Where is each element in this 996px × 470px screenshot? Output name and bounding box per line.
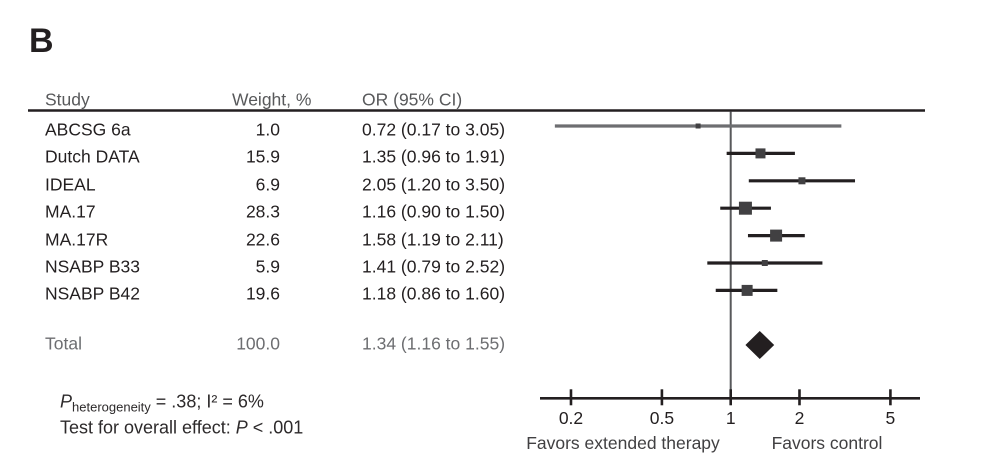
panel-label: B (29, 22, 54, 60)
or-ci-cell: 0.72 (0.17 to 3.05) (362, 119, 506, 140)
study-name-cell: NSABP B42 (45, 283, 141, 304)
favors-left-label: Favors extended therapy (526, 433, 720, 453)
or-marker (755, 148, 766, 159)
x-tick-label: 0.2 (559, 408, 583, 428)
heterogeneity-stats: Pheterogeneity = .38; I² = 6% (60, 392, 264, 415)
overall-p-value: < .001 (247, 417, 304, 438)
overall-effect-prefix: Test for overall effect: (60, 417, 236, 438)
study-name-cell: MA.17R (45, 228, 109, 249)
p-symbol: P (60, 391, 73, 412)
or-ci-cell: 1.41 (0.79 to 2.52) (362, 256, 506, 277)
study-name-cell: IDEAL (45, 174, 96, 195)
column-header-study: Study (45, 89, 90, 110)
or-marker (798, 177, 806, 185)
study-name-cell: Dutch DATA (45, 146, 140, 167)
x-tick-label: 2 (795, 408, 805, 428)
weight-cell: 6.9 (255, 174, 280, 195)
or-ci-cell: 2.05 (1.20 to 3.50) (362, 174, 506, 195)
column-header-or: OR (95% CI) (362, 89, 463, 110)
x-tick-label: 0.5 (650, 408, 674, 428)
weight-cell: 22.6 (245, 228, 280, 249)
weight-cell: 15.9 (245, 146, 280, 167)
column-header-weight: Weight, % (232, 89, 312, 110)
study-name-cell: Total (45, 333, 82, 354)
x-tick-label: 5 (886, 408, 896, 428)
or-marker (741, 284, 753, 296)
or-ci-cell: 1.16 (0.90 to 1.50) (362, 201, 506, 222)
or-marker (761, 260, 768, 266)
study-name-cell: ABCSG 6a (45, 119, 131, 140)
favors-right-label: Favors control (772, 433, 883, 453)
or-marker (695, 123, 701, 129)
p-subscript: heterogeneity (72, 399, 151, 415)
weight-cell: 19.6 (245, 283, 280, 304)
study-name-cell: MA.17 (45, 201, 96, 222)
or-ci-cell: 1.18 (0.86 to 1.60) (362, 283, 506, 304)
weight-cell: 1.0 (255, 119, 280, 140)
heterogeneity-value: = .38; I² = 6% (150, 391, 264, 412)
x-tick-label: 1 (726, 408, 736, 428)
study-name-cell: NSABP B33 (45, 256, 141, 277)
or-ci-cell: 1.34 (1.16 to 1.55) (362, 333, 506, 354)
weight-cell: 5.9 (255, 256, 280, 277)
weight-cell: 100.0 (236, 333, 280, 354)
weight-cell: 28.3 (245, 201, 280, 222)
or-marker (770, 229, 783, 242)
summary-diamond (745, 331, 775, 359)
or-marker (738, 201, 752, 215)
overall-p-symbol: P (235, 417, 248, 438)
or-ci-cell: 1.58 (1.19 to 2.11) (362, 228, 504, 249)
or-ci-cell: 1.35 (0.96 to 1.91) (362, 146, 506, 167)
overall-effect-stats: Test for overall effect: P < .001 (60, 418, 303, 439)
